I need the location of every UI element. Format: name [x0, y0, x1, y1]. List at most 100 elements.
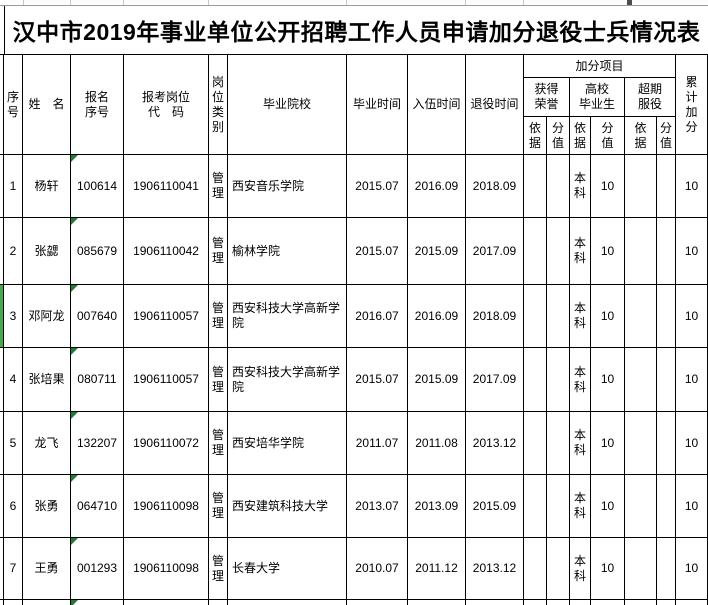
cell-row3-honor_basis[interactable]: [524, 285, 547, 348]
cell-row3-school[interactable]: 西安科技大学高新学院: [228, 285, 347, 348]
cell-row4-name[interactable]: 张培果: [23, 348, 71, 412]
cell-row6-no[interactable]: 6: [4, 475, 23, 538]
cell-row3-honor_score[interactable]: [547, 285, 570, 348]
col-header-honor[interactable]: 获得 荣誉: [524, 78, 570, 117]
col-header-reg-no[interactable]: 报名 序号: [71, 55, 124, 155]
cell-row5-grad[interactable]: 2011.07: [347, 412, 408, 475]
cell-row3-grad_score[interactable]: 10: [591, 285, 625, 348]
cell-row7-grad_score[interactable]: 10: [591, 538, 625, 600]
cell-row1-enlist[interactable]: 2016.09: [408, 155, 466, 218]
col-header-post-type[interactable]: 岗 位 类 别: [209, 55, 228, 155]
cell-row7-school[interactable]: 长春大学: [228, 538, 347, 600]
cell-row7-overdue_score[interactable]: [657, 538, 676, 600]
cell-row6-reg[interactable]: 064710: [71, 475, 124, 538]
col-header-grad-score[interactable]: 分 值: [591, 117, 625, 155]
cell-row6-retire[interactable]: 2015.09: [466, 475, 524, 538]
cell-row7-name[interactable]: 王勇: [23, 538, 71, 600]
cell-row2-name[interactable]: 张勰: [23, 218, 71, 285]
cell-row4-overdue_score[interactable]: [657, 348, 676, 412]
cell-row7-no[interactable]: 7: [4, 538, 23, 600]
cell-row2-grad[interactable]: 2015.07: [347, 218, 408, 285]
cell-row4-reg[interactable]: 080711: [71, 348, 124, 412]
cell-row3-overdue_score[interactable]: [657, 285, 676, 348]
cell-row3-no[interactable]: 3: [4, 285, 23, 348]
cell-row6-grad_score[interactable]: 10: [591, 475, 625, 538]
cell-row7-grad_basis[interactable]: 本 科: [570, 538, 591, 600]
cell-row1-grad_basis[interactable]: 本 科: [570, 155, 591, 218]
cell-row4-total[interactable]: 10: [676, 348, 708, 412]
cell-row6-overdue_basis[interactable]: [625, 475, 657, 538]
cell-row3-grad[interactable]: 2016.07: [347, 285, 408, 348]
col-header-grad-basis[interactable]: 依 据: [570, 117, 591, 155]
cell-row7-retire[interactable]: 2013.12: [466, 538, 524, 600]
cell-row5-school[interactable]: 西安培华学院: [228, 412, 347, 475]
col-header-honor-score[interactable]: 分 值: [547, 117, 570, 155]
cell-row3-reg[interactable]: 007640: [71, 285, 124, 348]
col-header-enlist-time[interactable]: 入伍时间: [408, 55, 466, 155]
cell-row4-school[interactable]: 西安科技大学高新学院: [228, 348, 347, 412]
cell-row5-honor_basis[interactable]: [524, 412, 547, 475]
cell-row2-honor_score[interactable]: [547, 218, 570, 285]
cell-row6-name[interactable]: 张勇: [23, 475, 71, 538]
cell-row3-total[interactable]: 10: [676, 285, 708, 348]
cell-row2-overdue_score[interactable]: [657, 218, 676, 285]
cell-row2-honor_basis[interactable]: [524, 218, 547, 285]
cell-row6-enlist[interactable]: 2013.09: [408, 475, 466, 538]
cell-row2-code[interactable]: 1906110042: [124, 218, 209, 285]
cell-row2-grad_score[interactable]: 10: [591, 218, 625, 285]
table-title[interactable]: 汉中市2019年事业单位公开招聘工作人员申请加分退役士兵情况表: [4, 6, 708, 54]
cell-row6-overdue_score[interactable]: [657, 475, 676, 538]
cell-row2-no[interactable]: 2: [4, 218, 23, 285]
col-header-overdue-basis[interactable]: 依 据: [625, 117, 657, 155]
cell-row5-total[interactable]: 10: [676, 412, 708, 475]
cell-row7-honor_score[interactable]: [547, 538, 570, 600]
cell-row5-enlist[interactable]: 2011.08: [408, 412, 466, 475]
cell-row1-honor_score[interactable]: [547, 155, 570, 218]
cell-row3-name[interactable]: 邓阿龙: [23, 285, 71, 348]
cell-row1-total[interactable]: 10: [676, 155, 708, 218]
cell-row4-grad_basis[interactable]: 本 科: [570, 348, 591, 412]
cell-row6-code[interactable]: 1906110098: [124, 475, 209, 538]
cell-row7-overdue_basis[interactable]: [625, 538, 657, 600]
cell-row2-type[interactable]: 管 理: [209, 218, 228, 285]
cell-row4-no[interactable]: 4: [4, 348, 23, 412]
cell-row1-school[interactable]: 西安音乐学院: [228, 155, 347, 218]
cell-row5-reg[interactable]: 132207: [71, 412, 124, 475]
cell-row4-honor_basis[interactable]: [524, 348, 547, 412]
cell-row1-retire[interactable]: 2018.09: [466, 155, 524, 218]
cell-row3-overdue_basis[interactable]: [625, 285, 657, 348]
cell-row7-reg[interactable]: 001293: [71, 538, 124, 600]
cell-row5-name[interactable]: 龙飞: [23, 412, 71, 475]
cell-row5-retire[interactable]: 2013.12: [466, 412, 524, 475]
cell-row1-overdue_score[interactable]: [657, 155, 676, 218]
cell-row6-grad[interactable]: 2013.07: [347, 475, 408, 538]
cell-row7-total[interactable]: 10: [676, 538, 708, 600]
cell-row7-type[interactable]: 管 理: [209, 538, 228, 600]
col-header-name[interactable]: 姓 名: [23, 55, 71, 155]
cell-row1-honor_basis[interactable]: [524, 155, 547, 218]
col-header-overdue-score[interactable]: 分 值: [657, 117, 676, 155]
col-header-college-grad[interactable]: 高校 毕业生: [570, 78, 625, 117]
cell-row1-code[interactable]: 1906110041: [124, 155, 209, 218]
col-header-serial[interactable]: 序 号: [4, 55, 23, 155]
cell-row4-overdue_basis[interactable]: [625, 348, 657, 412]
col-header-overdue-service[interactable]: 超期 服役: [625, 78, 676, 117]
cell-row3-enlist[interactable]: 2016.09: [408, 285, 466, 348]
cell-row5-grad_basis[interactable]: 本 科: [570, 412, 591, 475]
cell-row4-code[interactable]: 1906110057: [124, 348, 209, 412]
col-header-bonus-group[interactable]: 加分项目: [524, 55, 676, 78]
cell-row2-overdue_basis[interactable]: [625, 218, 657, 285]
cell-row1-type[interactable]: 管 理: [209, 155, 228, 218]
cell-row1-grad_score[interactable]: 10: [591, 155, 625, 218]
cell-row2-total[interactable]: 10: [676, 218, 708, 285]
cell-row4-enlist[interactable]: 2015.09: [408, 348, 466, 412]
cell-row4-honor_score[interactable]: [547, 348, 570, 412]
cell-row5-overdue_basis[interactable]: [625, 412, 657, 475]
cell-row7-grad[interactable]: 2010.07: [347, 538, 408, 600]
cell-row1-overdue_basis[interactable]: [625, 155, 657, 218]
cell-row5-code[interactable]: 1906110072: [124, 412, 209, 475]
col-header-total[interactable]: 累 计 加 分: [676, 55, 708, 155]
cell-row1-no[interactable]: 1: [4, 155, 23, 218]
col-header-grad-time[interactable]: 毕业时间: [347, 55, 408, 155]
cell-row5-no[interactable]: 5: [4, 412, 23, 475]
